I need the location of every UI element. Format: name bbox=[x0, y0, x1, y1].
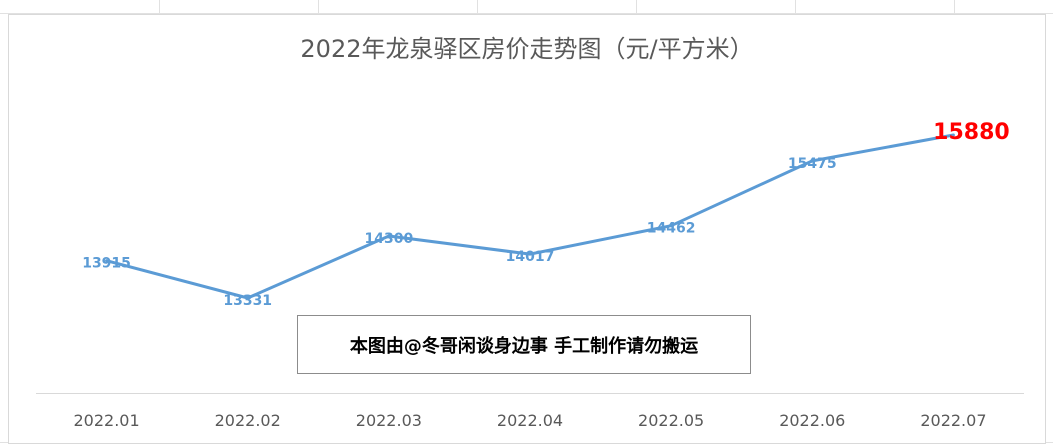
data-label: 14462 bbox=[647, 221, 696, 237]
x-tick-label: 2022.01 bbox=[73, 411, 139, 430]
x-tick-label: 2022.07 bbox=[920, 411, 986, 430]
data-label: 14300 bbox=[364, 231, 413, 247]
x-tick-label: 2022.03 bbox=[356, 411, 422, 430]
x-tick-label: 2022.02 bbox=[215, 411, 281, 430]
x-tick-label: 2022.05 bbox=[638, 411, 704, 430]
data-label: 14017 bbox=[506, 249, 555, 265]
series-line bbox=[105, 133, 955, 300]
data-label: 15475 bbox=[788, 156, 837, 172]
watermark-box: 本图由@冬哥闲谈身边事 手工制作请勿搬运 bbox=[297, 315, 751, 374]
x-tick-label: 2022.06 bbox=[779, 411, 845, 430]
data-label: 13915 bbox=[82, 256, 131, 272]
chart-title: 2022年龙泉驿区房价走势图（元/平方米） bbox=[300, 35, 754, 63]
data-label: 15880 bbox=[933, 120, 1010, 145]
x-tick-label: 2022.04 bbox=[497, 411, 563, 430]
data-label: 13331 bbox=[223, 293, 272, 309]
